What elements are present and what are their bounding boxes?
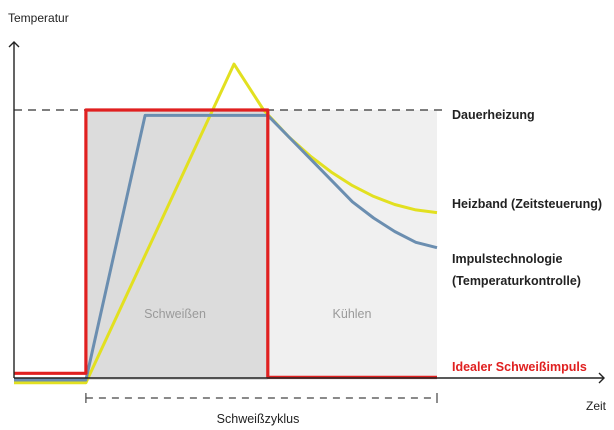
- label-impulstechnologie-line1: Impulstechnologie: [452, 252, 562, 266]
- cycle-label: Schweißzyklus: [217, 412, 300, 426]
- region-label-cooling: Kühlen: [333, 307, 372, 321]
- label-dauerheizung: Dauerheizung: [452, 108, 535, 122]
- region-cooling: [267, 110, 437, 380]
- label-idealer-schweissimpuls: Idealer Schweißimpuls: [452, 360, 587, 374]
- label-heizband: Heizband (Zeitsteuerung): [452, 197, 602, 211]
- region-layer: [85, 110, 437, 380]
- region-welding: [85, 110, 268, 380]
- series-impulse-technology: [14, 113, 438, 382]
- region-label-welding: Schweißen: [144, 307, 206, 321]
- y-axis-title: Temperatur: [8, 11, 69, 25]
- label-impulstechnologie-line2: (Temperaturkontrolle): [452, 274, 581, 288]
- series-heating-band: [14, 62, 438, 385]
- x-axis-title: Zeit: [586, 399, 607, 413]
